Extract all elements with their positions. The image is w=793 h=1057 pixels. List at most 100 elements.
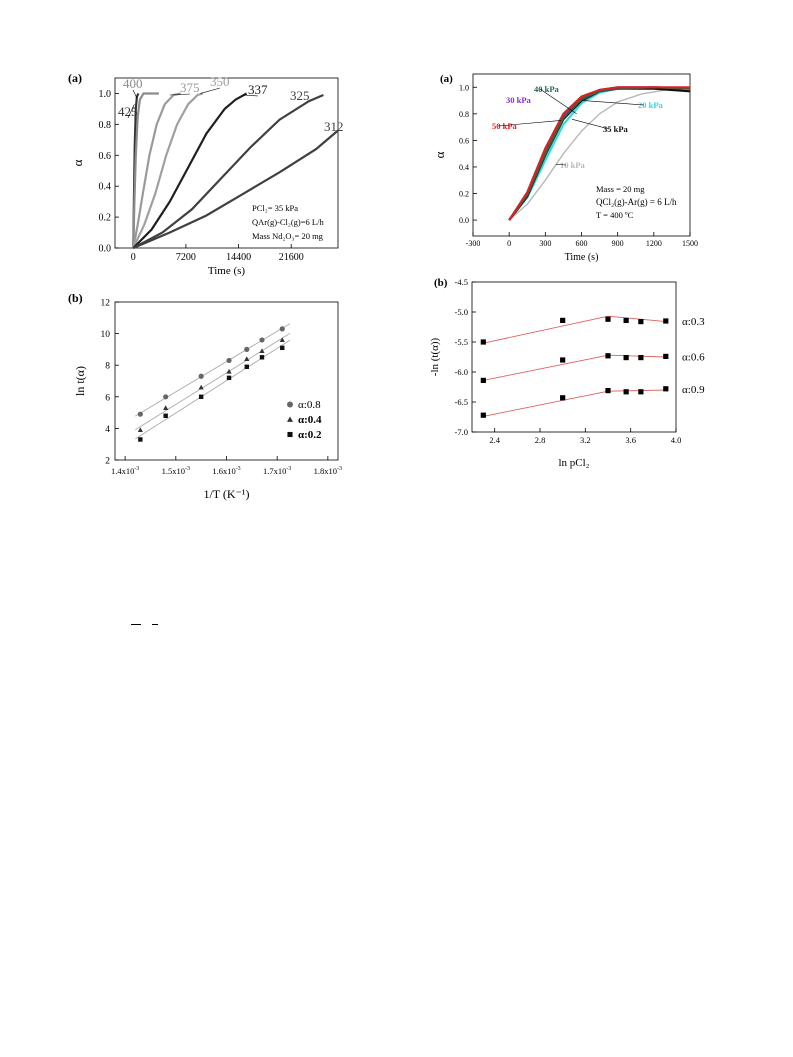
y-axis-label: ln t(α): [73, 366, 87, 396]
series-label-arrow: [242, 94, 259, 97]
y-axis-label: α: [432, 151, 447, 158]
panel-label: (a): [68, 71, 82, 85]
panel-label: (b): [68, 291, 83, 305]
data-point: [623, 355, 629, 361]
series-label: 10 kPa: [560, 160, 586, 170]
y-tick-label: -7.0: [455, 427, 468, 437]
x-axis-label: 1/T (K⁻¹): [203, 487, 249, 501]
y-tick-label: 0.6: [99, 151, 112, 162]
stray-mark: [152, 624, 158, 625]
series-label: 312: [324, 119, 344, 134]
series-label: 337: [248, 82, 268, 97]
x-tick-label: 21600: [279, 252, 304, 263]
fit-line: [135, 333, 291, 431]
data-point: [226, 368, 232, 374]
annotation-text: Mass Nd₂O₃= 20 mg: [252, 231, 324, 241]
plot-frame: [114, 77, 339, 249]
series-label: 425: [118, 104, 138, 119]
annotation-text: QCl₂(g)-Ar(g) = 6 L/h: [596, 197, 677, 207]
data-point: [244, 364, 249, 369]
x-tick-label: 1.7x10-3: [263, 466, 291, 476]
x-tick-label: 1.4x10-3: [111, 466, 139, 476]
data-point: [605, 353, 611, 359]
y-tick-label: 0.4: [459, 163, 469, 172]
series-label-arrow: [556, 163, 567, 166]
data-point: [623, 389, 629, 395]
fit-line: [135, 339, 291, 440]
series-label: 30 kPa: [506, 95, 532, 105]
data-point: [638, 319, 644, 325]
series-label-arrow: [539, 88, 577, 115]
y-tick-label: 10: [101, 330, 111, 340]
y-tick-label: 2: [105, 457, 110, 467]
data-point: [259, 355, 265, 360]
series-label: 400: [123, 76, 143, 91]
series-label: 325: [290, 88, 310, 103]
legend-label: α:0.4: [298, 414, 322, 426]
series-label-arrow: [497, 120, 562, 127]
legend-marker: [287, 401, 293, 408]
series-label: 40 kPa: [534, 84, 560, 94]
y-tick-label: 0.4: [99, 182, 112, 193]
x-tick-label: 4.0: [671, 435, 682, 445]
stray-mark: [131, 624, 141, 625]
y-tick-label: 0.2: [459, 190, 469, 199]
y-tick-label: 6: [105, 393, 110, 403]
x-tick-label: 1.5x10-3: [162, 466, 190, 476]
chart-alpha-vs-time-temperature: (a) 0 7200 14400 21600 0.0 0.2 0.4 0.6 0.8 1.0 Tim…: [68, 71, 344, 277]
data-point: [280, 345, 285, 351]
series-line: [132, 92, 182, 249]
y-axis-label: -ln (t(α)): [429, 337, 441, 376]
series-line: [508, 87, 691, 221]
x-tick-label: 0: [131, 252, 136, 263]
legend-marker: [287, 431, 293, 438]
series-label-arrow: [583, 100, 645, 106]
x-tick-label: 7200: [176, 252, 196, 263]
legend-label: α:0.8: [298, 399, 321, 411]
chart-lnt-vs-ln-pressure: (b) 2.4 2.8 3.2 3.6 4.0 -7.0 -6.5 -6.0 -5.5 -5.0 -…: [429, 277, 705, 469]
series-label: 20 kPa: [638, 100, 664, 110]
y-tick-label: 1.0: [99, 89, 112, 100]
x-axis-label: Time (s): [565, 252, 599, 263]
x-tick-label: 900: [612, 239, 624, 248]
y-tick-label: -5.5: [455, 337, 468, 347]
series-line: [132, 92, 159, 249]
data-point: [198, 373, 204, 379]
y-tick-label: 1.0: [459, 83, 469, 92]
legend-label: α:0.2: [298, 429, 322, 441]
y-tick-label: 0.0: [459, 216, 469, 225]
data-point: [638, 389, 644, 395]
data-point: [560, 395, 566, 401]
y-tick-label: 4: [105, 425, 110, 435]
data-point: [137, 427, 143, 433]
annotation-text: Mass = 20 mg: [596, 184, 645, 194]
panel-label: (a): [440, 73, 453, 85]
data-point: [663, 386, 669, 392]
series-label-arrow: [169, 93, 191, 96]
series-line: [132, 129, 339, 250]
data-point: [279, 337, 285, 342]
series-label-arrow: [132, 89, 138, 99]
fit-line: [135, 323, 291, 417]
y-tick-label: 0.8: [459, 110, 469, 119]
chart-lnt-vs-inverse-temperature: (b) 1.4x10-3 1.5x10-3 1.6x10-3 1.7x10-3 1.8x…: [68, 291, 342, 501]
data-point: [198, 384, 204, 390]
data-point: [638, 355, 644, 361]
x-tick-label: 1.8x10-3: [314, 466, 342, 476]
panel-label: (b): [434, 277, 448, 289]
x-tick-label: 600: [576, 239, 588, 248]
y-tick-label: -6.5: [455, 397, 468, 407]
y-tick-label: -5.0: [455, 307, 468, 317]
series-label: 350: [210, 74, 230, 89]
series-label-arrow: [571, 118, 610, 130]
x-tick-label: 14400: [226, 252, 251, 263]
legend-marker: [287, 416, 293, 422]
x-tick-label: 2.4: [489, 435, 500, 445]
y-tick-label: 0.8: [99, 120, 112, 131]
x-axis-label: Time (s): [208, 265, 246, 277]
series-label-arrow: [127, 104, 135, 119]
x-axis-label: ln pCl₂: [558, 457, 589, 469]
x-tick-label: 3.2: [580, 435, 591, 445]
data-point: [663, 353, 669, 359]
x-tick-label: 0: [507, 239, 511, 248]
